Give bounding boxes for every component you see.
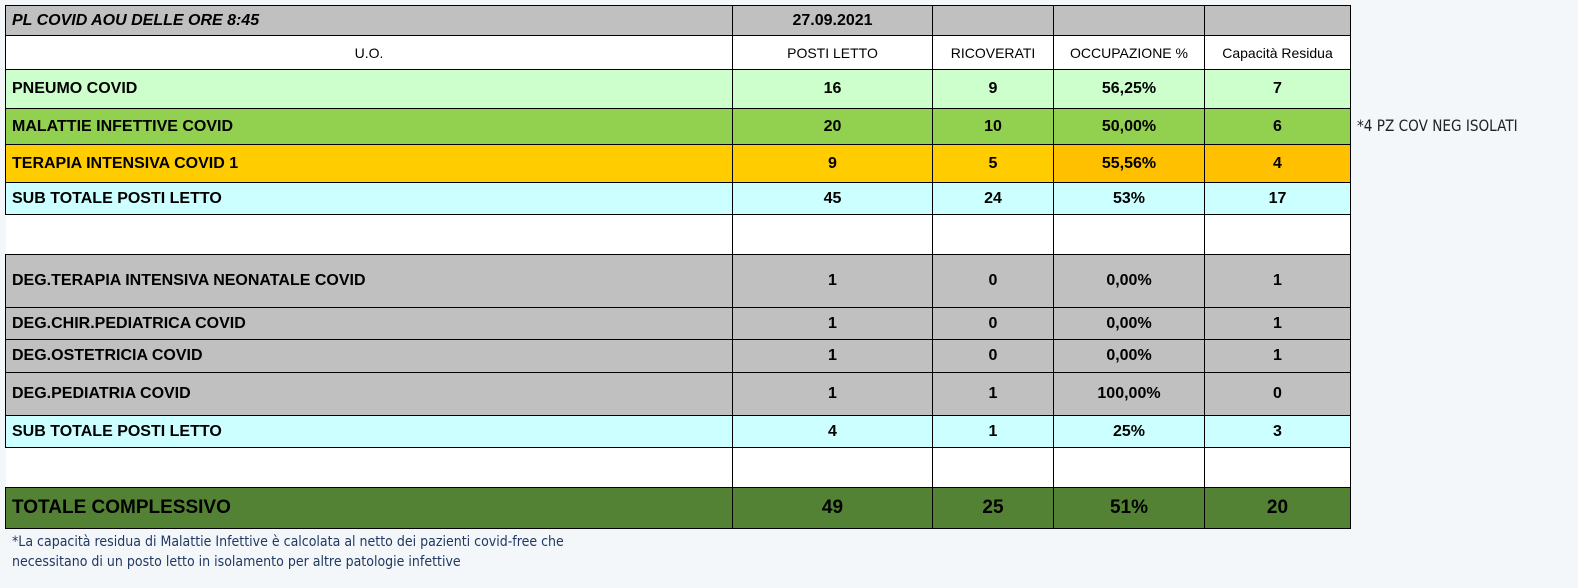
capacita: 7 bbox=[1204, 69, 1351, 109]
footnote-line: necessitano di un posto letto in isolame… bbox=[12, 554, 461, 570]
occupazione: 0,00% bbox=[1053, 339, 1205, 373]
posti: 45 bbox=[732, 182, 933, 215]
ricoverati: 10 bbox=[932, 108, 1054, 145]
ricoverati: 9 bbox=[932, 69, 1054, 109]
occupazione: 50,00% bbox=[1053, 108, 1205, 145]
occupazione: 100,00% bbox=[1053, 372, 1205, 416]
ricoverati: 0 bbox=[932, 254, 1054, 308]
ricoverati: 0 bbox=[932, 307, 1054, 340]
posti: 1 bbox=[732, 254, 933, 308]
uo: TOTALE COMPLESSIVO bbox=[5, 487, 733, 529]
table-row: MALATTIE INFETTIVE COVID 20 10 50,00% 6 bbox=[5, 108, 1351, 145]
ricoverati: 5 bbox=[932, 144, 1054, 183]
table-row: DEG.OSTETRICIA COVID 1 0 0,00% 1 bbox=[5, 339, 1351, 373]
ricoverati: 0 bbox=[932, 339, 1054, 373]
spacer-row bbox=[5, 214, 1351, 255]
report-title: PL COVID AOU DELLE ORE 8:45 bbox=[5, 5, 733, 36]
header-occupazione: OCCUPAZIONE % bbox=[1053, 35, 1205, 70]
table-row: DEG.TERAPIA INTENSIVA NEONATALE COVID 1 0 0… bbox=[5, 254, 1351, 308]
header-row: U.O. POSTI LETTO RICOVERATI OCCUPAZIONE … bbox=[5, 35, 1351, 70]
uo: SUB TOTALE POSTI LETTO bbox=[5, 415, 733, 448]
capacita: 3 bbox=[1204, 415, 1351, 448]
posti: 9 bbox=[732, 144, 933, 183]
report-date: 27.09.2021 bbox=[732, 5, 933, 36]
posti: 1 bbox=[732, 372, 933, 416]
capacita: 1 bbox=[1204, 254, 1351, 308]
capacita: 0 bbox=[1204, 372, 1351, 416]
capacita: 20 bbox=[1204, 487, 1351, 529]
header-uo: U.O. bbox=[5, 35, 733, 70]
table-row: TERAPIA INTENSIVA COVID 1 9 5 55,56% 4 bbox=[5, 144, 1351, 183]
posti: 1 bbox=[732, 339, 933, 373]
table-row: PNEUMO COVID 16 9 56,25% 7 bbox=[5, 69, 1351, 109]
occupazione: 55,56% bbox=[1053, 144, 1205, 183]
uo: MALATTIE INFETTIVE COVID bbox=[5, 108, 733, 145]
posti: 20 bbox=[732, 108, 933, 145]
covid-beds-table: PL COVID AOU DELLE ORE 8:45 27.09.2021 U… bbox=[5, 5, 1351, 529]
ricoverati: 24 bbox=[932, 182, 1054, 215]
occupazione: 0,00% bbox=[1053, 254, 1205, 308]
ricoverati: 25 bbox=[932, 487, 1054, 529]
uo: TERAPIA INTENSIVA COVID 1 bbox=[5, 144, 733, 183]
table-row: DEG.CHIR.PEDIATRICA COVID 1 0 0,00% 1 bbox=[5, 307, 1351, 340]
total-row: TOTALE COMPLESSIVO 49 25 51% 20 bbox=[5, 487, 1351, 529]
capacita: 6 bbox=[1204, 108, 1351, 145]
posti: 1 bbox=[732, 307, 933, 340]
uo: DEG.OSTETRICIA COVID bbox=[5, 339, 733, 373]
posti: 49 bbox=[732, 487, 933, 529]
subtotal-row: SUB TOTALE POSTI LETTO 4 1 25% 3 bbox=[5, 415, 1351, 448]
footnote: *La capacità residua di Malattie Infetti… bbox=[12, 532, 564, 572]
header-posti: POSTI LETTO bbox=[732, 35, 933, 70]
occupazione: 56,25% bbox=[1053, 69, 1205, 109]
occupazione: 53% bbox=[1053, 182, 1205, 215]
posti: 4 bbox=[732, 415, 933, 448]
uo: PNEUMO COVID bbox=[5, 69, 733, 109]
uo: DEG.PEDIATRIA COVID bbox=[5, 372, 733, 416]
ricoverati: 1 bbox=[932, 372, 1054, 416]
capacita: 4 bbox=[1204, 144, 1351, 183]
posti: 16 bbox=[732, 69, 933, 109]
subtotal-row: SUB TOTALE POSTI LETTO 45 24 53% 17 bbox=[5, 182, 1351, 215]
occupazione: 51% bbox=[1053, 487, 1205, 529]
uo: DEG.CHIR.PEDIATRICA COVID bbox=[5, 307, 733, 340]
occupazione: 25% bbox=[1053, 415, 1205, 448]
capacita: 17 bbox=[1204, 182, 1351, 215]
spacer-row bbox=[5, 447, 1351, 488]
capacita: 1 bbox=[1204, 307, 1351, 340]
ricoverati: 1 bbox=[932, 415, 1054, 448]
footnote-line: *La capacità residua di Malattie Infetti… bbox=[12, 534, 564, 550]
title-row: PL COVID AOU DELLE ORE 8:45 27.09.2021 bbox=[5, 5, 1351, 36]
header-ricoverati: RICOVERATI bbox=[932, 35, 1054, 70]
uo: SUB TOTALE POSTI LETTO bbox=[5, 182, 733, 215]
occupazione: 0,00% bbox=[1053, 307, 1205, 340]
side-note: *4 PZ COV NEG ISOLATI bbox=[1357, 116, 1518, 135]
table-row: DEG.PEDIATRIA COVID 1 1 100,00% 0 bbox=[5, 372, 1351, 416]
header-capacita: Capacità Residua bbox=[1204, 35, 1351, 70]
capacita: 1 bbox=[1204, 339, 1351, 373]
uo: DEG.TERAPIA INTENSIVA NEONATALE COVID bbox=[5, 254, 733, 308]
